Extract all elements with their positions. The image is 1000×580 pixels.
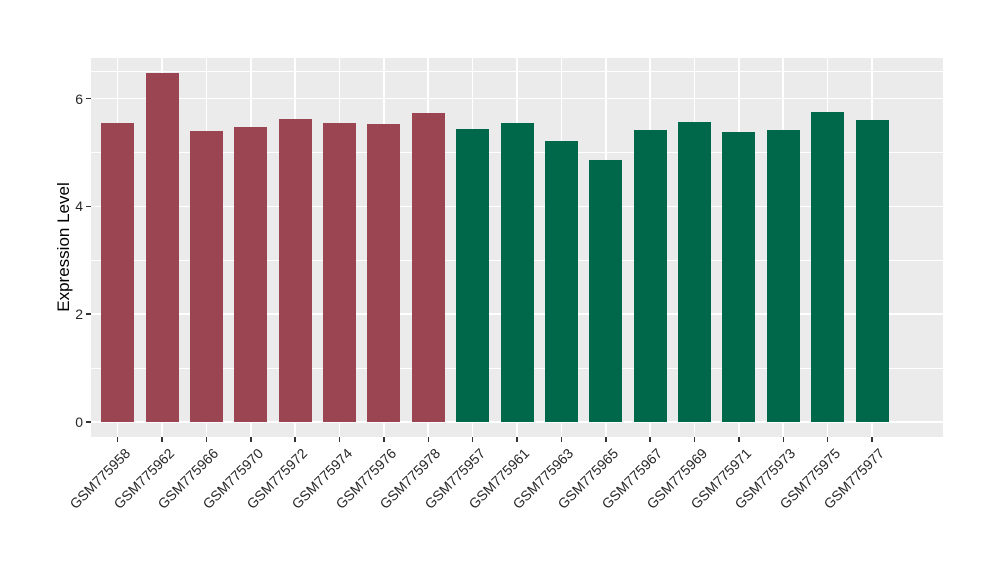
y-tick-label: 2 [75, 306, 83, 323]
x-tick-mark [250, 437, 252, 442]
bar-GSM775971 [722, 132, 756, 422]
bar-GSM775974 [323, 122, 356, 422]
x-tick-mark [871, 437, 873, 442]
x-tick-mark [516, 437, 518, 442]
plot-panel [91, 58, 943, 437]
y-tick-mark [85, 313, 91, 315]
bar-GSM775975 [811, 111, 845, 422]
x-tick-mark [116, 437, 119, 442]
bar-GSM775966 [189, 130, 223, 422]
x-tick-mark [205, 437, 208, 442]
bar-GSM775970 [234, 126, 268, 422]
bar-GSM775972 [278, 119, 312, 422]
x-tick-mark [605, 437, 607, 442]
bar-GSM775969 [678, 122, 711, 422]
bar-GSM775961 [500, 122, 534, 422]
y-tick-mark [85, 421, 91, 423]
x-tick-mark [738, 437, 740, 442]
bar-GSM775963 [544, 140, 578, 422]
x-tick-mark [782, 437, 784, 442]
x-tick-mark [427, 437, 429, 442]
x-tick-mark [383, 437, 385, 442]
x-tick-mark [826, 437, 829, 442]
x-tick-mark [649, 437, 651, 442]
bar-GSM775965 [589, 160, 623, 422]
x-tick-mark [338, 437, 341, 442]
x-tick-mark [560, 437, 563, 442]
bar-GSM775973 [766, 130, 800, 422]
bar-GSM775967 [633, 129, 667, 422]
bar-GSM775976 [367, 123, 401, 422]
y-axis-title: Expression Level [54, 182, 73, 312]
x-tick-mark [161, 437, 163, 442]
bar-GSM775978 [411, 112, 445, 422]
y-tick-label: 6 [75, 90, 83, 107]
bar-GSM775977 [855, 119, 889, 422]
bar-GSM775958 [101, 122, 135, 422]
y-tick-mark [85, 97, 91, 100]
bar-GSM775962 [145, 73, 179, 422]
y-tick-label: 4 [75, 198, 83, 215]
x-tick-mark [471, 437, 474, 442]
x-tick-mark [294, 437, 296, 442]
bar-GSM775957 [456, 129, 490, 422]
y-tick-mark [85, 205, 91, 208]
x-tick-mark [693, 437, 696, 442]
y-tick-label: 0 [75, 414, 83, 430]
